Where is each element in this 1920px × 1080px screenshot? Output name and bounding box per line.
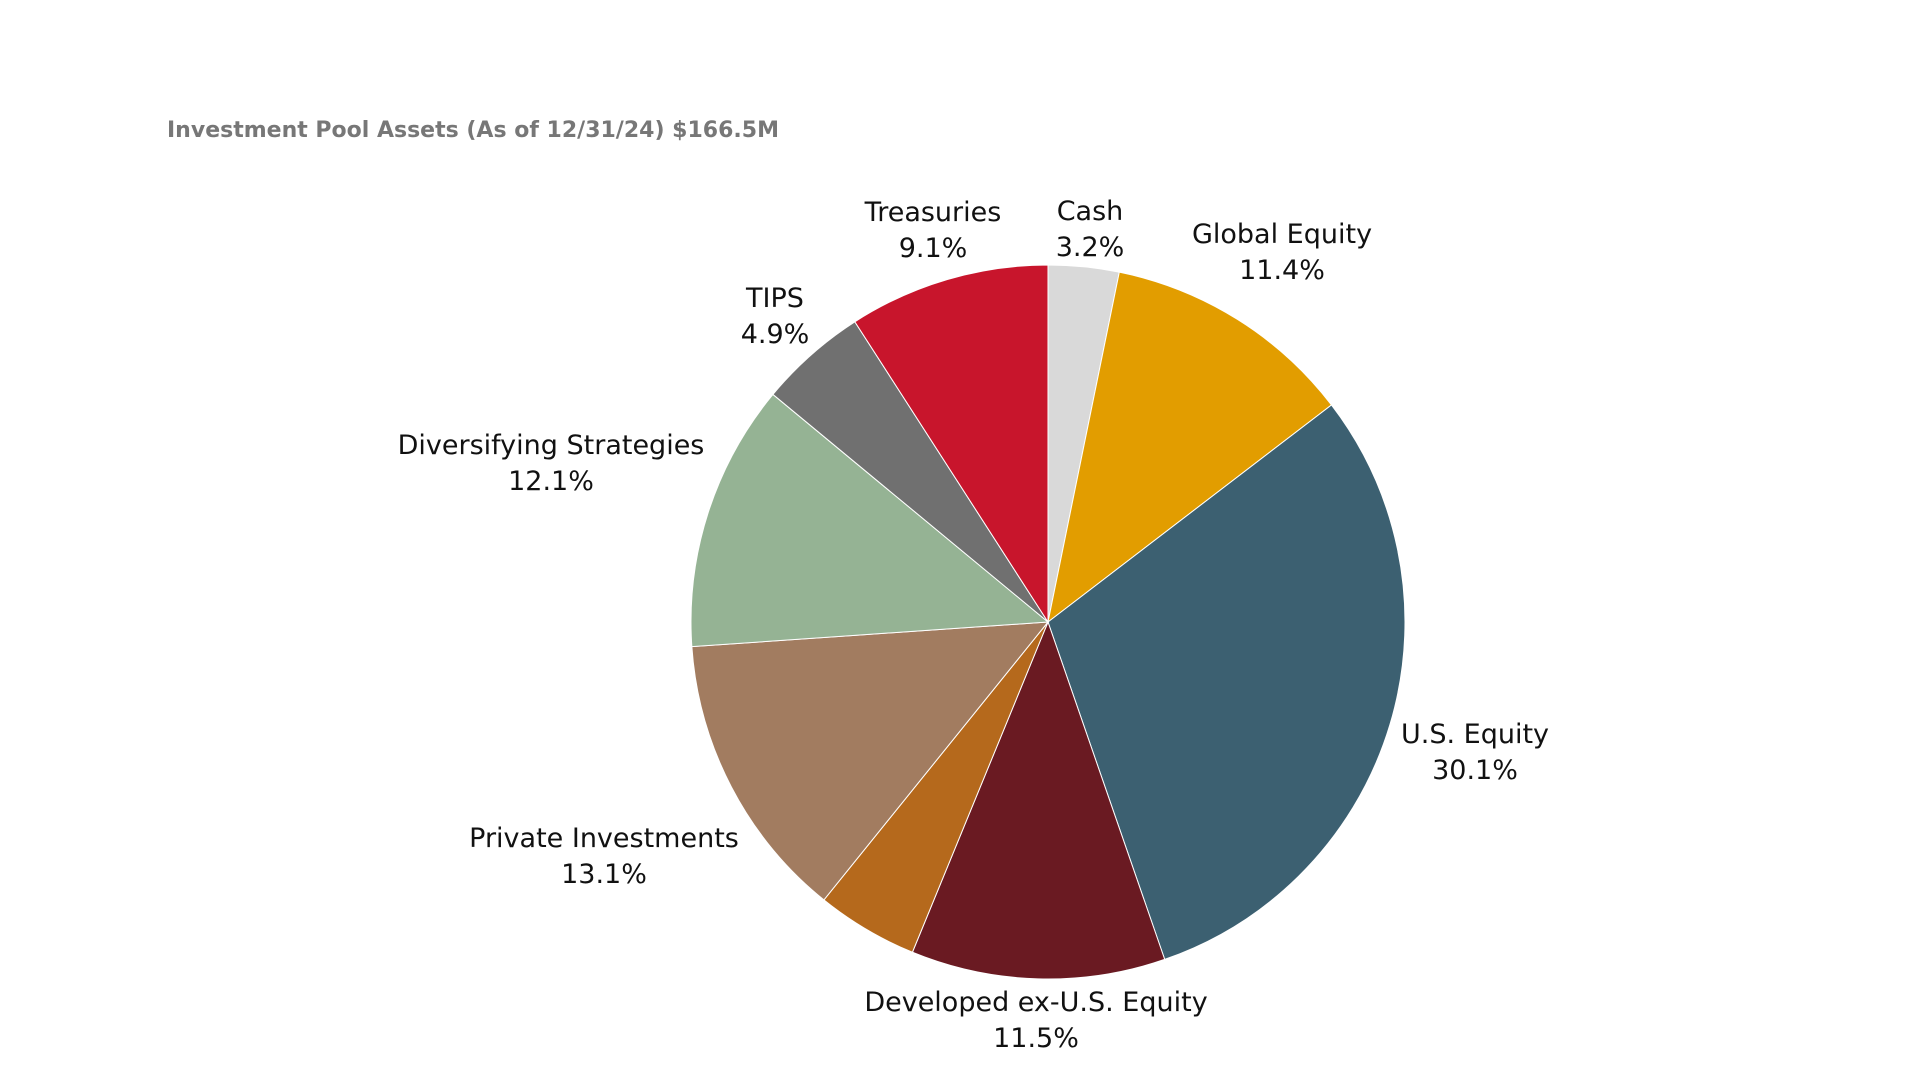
slice-label-value: 30.1% bbox=[1432, 755, 1518, 786]
slice-label-name: Diversifying Strategies bbox=[398, 430, 705, 461]
slice-label-value: 9.1% bbox=[899, 233, 968, 264]
slice-label-name: Developed ex-U.S. Equity bbox=[864, 987, 1207, 1018]
slice-label-value: 4.9% bbox=[741, 319, 810, 350]
slice-label-name: TIPS bbox=[745, 283, 804, 314]
slice-label-value: 3.2% bbox=[1056, 232, 1125, 263]
slice-label-value: 11.4% bbox=[1239, 255, 1325, 286]
pie-slice-u-s-equity bbox=[1047, 404, 1406, 961]
pie-slice-treasuries bbox=[854, 264, 1049, 624]
pie-slice-global-equity bbox=[1047, 271, 1333, 624]
slice-label-name: Private Investments bbox=[469, 823, 739, 854]
slice-label-name: Cash bbox=[1057, 196, 1124, 227]
slice-label-value: 11.5% bbox=[993, 1023, 1079, 1054]
slice-label-name: U.S. Equity bbox=[1401, 719, 1549, 750]
pie-slice-diversifying-strategies bbox=[690, 393, 1050, 648]
pie-slices bbox=[690, 264, 1406, 980]
slice-label-value: 13.1% bbox=[561, 859, 647, 890]
slice-label-name: Treasuries bbox=[864, 197, 1002, 228]
chart-title: Investment Pool Assets (As of 12/31/24) … bbox=[167, 118, 779, 143]
pie-labels: Cash 3.2% Global Equity 11.4% U.S. Equity 30.… bbox=[398, 196, 1549, 1054]
pie-slice-private-investments bbox=[691, 621, 1050, 901]
slice-label-name: Global Equity bbox=[1192, 219, 1372, 250]
slice-label-value: 12.1% bbox=[508, 466, 594, 497]
pie-slice-developed-ex-u-s-equity bbox=[911, 620, 1166, 980]
